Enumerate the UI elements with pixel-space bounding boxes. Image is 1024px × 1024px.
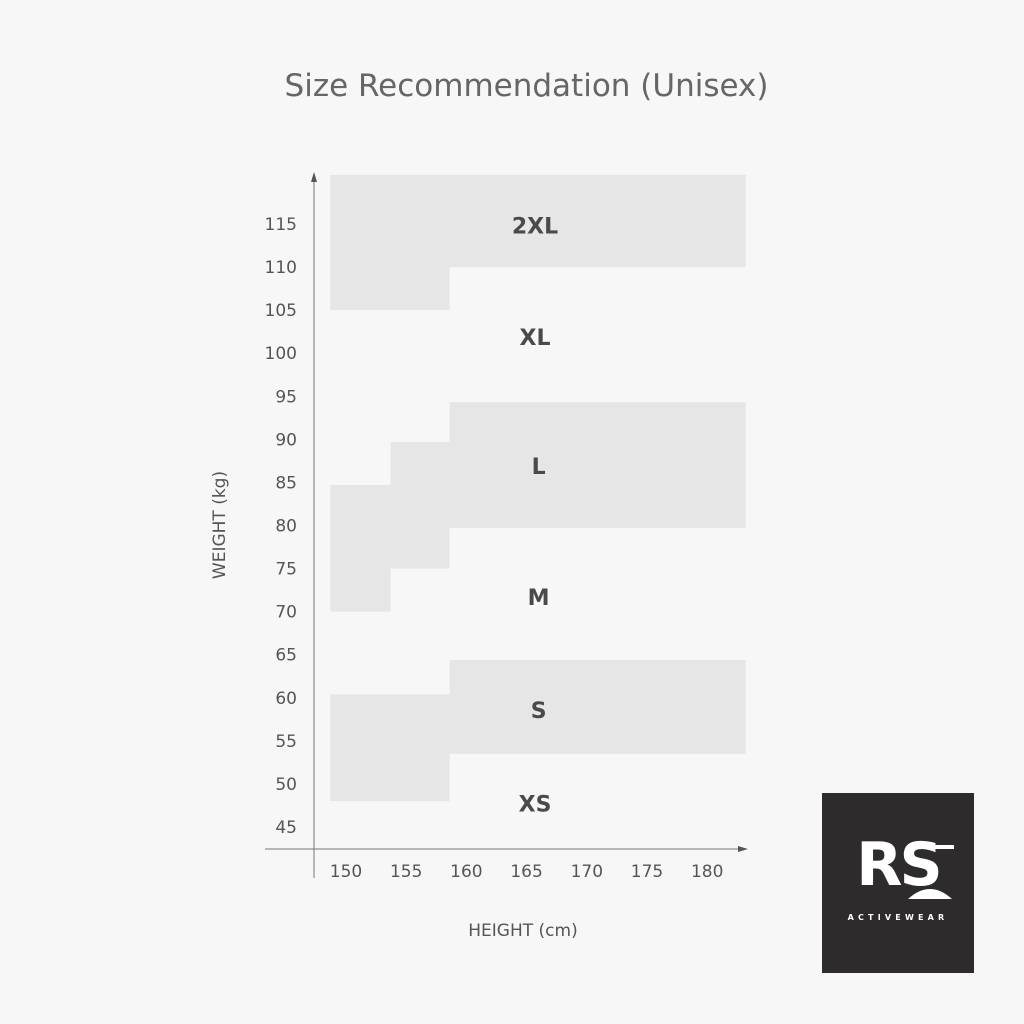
- region-s: [330, 659, 746, 802]
- y-tick-label: 60: [275, 689, 297, 709]
- y-tick-label: 50: [275, 775, 297, 795]
- x-axis-arrow: [738, 846, 748, 852]
- x-tick-label: 150: [330, 862, 362, 882]
- x-axis-label: HEIGHT (cm): [468, 921, 577, 941]
- svg-text:RS: RS: [856, 830, 939, 900]
- size-label-2xl: 2XL: [512, 215, 558, 240]
- y-tick-label: 45: [275, 818, 297, 838]
- region-l: [330, 402, 746, 612]
- x-tick-label: 180: [691, 862, 723, 882]
- y-tick-label: 105: [265, 301, 297, 321]
- svg-text:ACTIVEWEAR: ACTIVEWEAR: [848, 913, 949, 922]
- size-label-xl: XL: [520, 326, 551, 351]
- x-tick-label: 165: [510, 862, 542, 882]
- y-tick-label: 65: [275, 646, 297, 666]
- y-tick-label: 70: [275, 603, 297, 623]
- size-label-s: S: [531, 699, 547, 724]
- y-tick-label: 80: [275, 516, 297, 536]
- y-tick-label: 100: [265, 344, 297, 364]
- chart-title: Size Recommendation (Unisex): [284, 68, 769, 104]
- y-tick-label: 95: [275, 387, 297, 407]
- x-tick-label: 155: [390, 862, 422, 882]
- x-tick-label: 175: [631, 862, 663, 882]
- size-label-m: M: [528, 586, 550, 611]
- y-tick-label: 75: [275, 560, 297, 580]
- brand-logo: RS ACTIVEWEAR: [822, 793, 974, 973]
- y-tick-label: 115: [265, 215, 297, 235]
- y-tick-label: 85: [275, 473, 297, 493]
- x-tick-label: 170: [571, 862, 603, 882]
- region-2xl: [330, 174, 746, 311]
- y-axis-label: WEIGHT (kg): [210, 471, 230, 579]
- y-axis-arrow: [311, 172, 317, 182]
- y-tick-label: 110: [265, 258, 297, 278]
- y-tick-label: 90: [275, 430, 297, 450]
- x-tick-label: 160: [450, 862, 482, 882]
- size-label-l: L: [532, 455, 546, 480]
- y-tick-label: 55: [275, 732, 297, 752]
- size-label-xs: XS: [519, 793, 552, 818]
